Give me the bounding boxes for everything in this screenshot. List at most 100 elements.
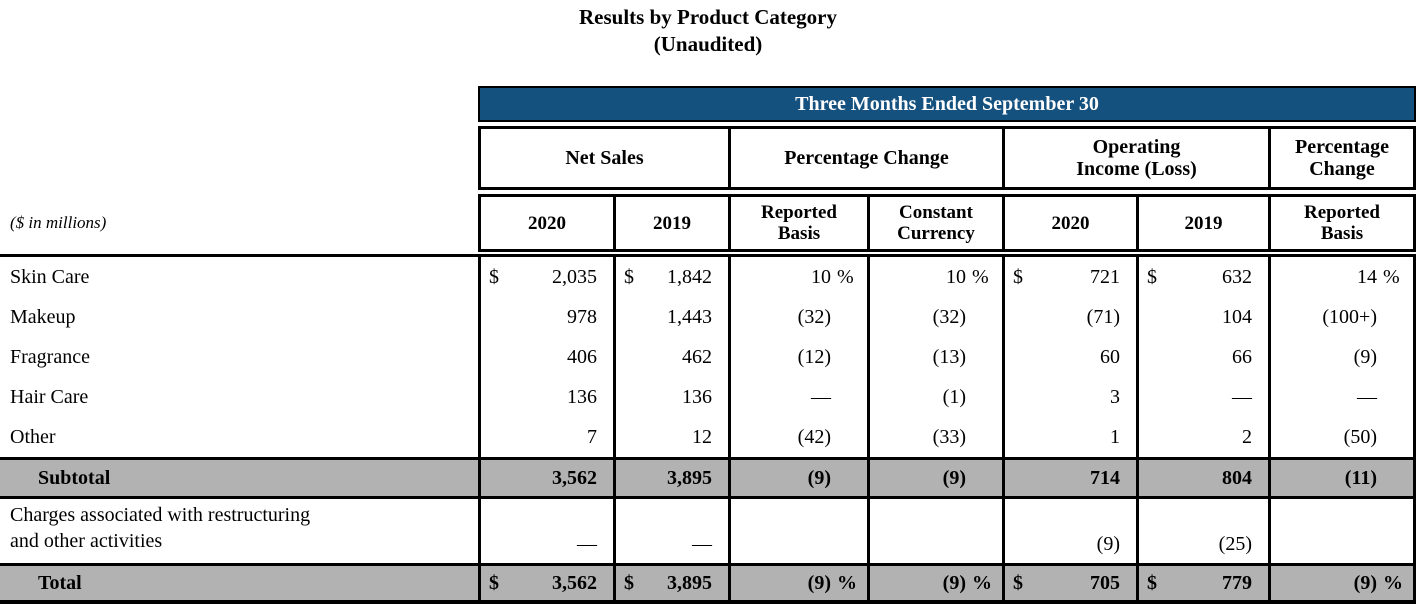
cell-value: 406: [567, 345, 597, 368]
value-cell: (9): [867, 460, 1002, 496]
cell-value: (9): [1353, 571, 1377, 594]
dollar-sign: $: [1013, 571, 1023, 594]
sub-header-text: 2019: [653, 212, 691, 234]
dollar-sign: $: [624, 265, 634, 288]
cell-value: 1,443: [667, 305, 712, 328]
value-cell: 2: [1136, 417, 1268, 457]
value-cell: (9): [1268, 337, 1416, 377]
sub-header-text: Currency: [897, 223, 975, 244]
page-title: Results by Product Category (Unaudited): [0, 0, 1416, 86]
cell-value: (33): [932, 425, 966, 448]
value-cell: 3: [1002, 377, 1136, 417]
value-cell: (71): [1002, 297, 1136, 337]
value-cell: $632: [1136, 257, 1268, 297]
cell-value: 136: [682, 385, 712, 408]
cell-value: —: [1357, 385, 1377, 408]
sub-header-reported-basis-2: Reported Basis: [1268, 194, 1416, 252]
cell-value: 978: [567, 305, 597, 328]
percent-suffix: %: [837, 265, 854, 288]
dollar-sign: $: [1147, 265, 1157, 288]
sub-header-text: 2020: [1051, 212, 1090, 234]
cell-value: —: [811, 385, 831, 408]
row-label: Subtotal: [38, 467, 111, 489]
cell-value: 104: [1222, 305, 1252, 328]
sub-header-oi-2020: 2020: [1002, 194, 1136, 252]
cell-value: (50): [1343, 425, 1377, 448]
value-cell: 3,562: [478, 460, 613, 496]
sub-header-text: 2019: [1184, 212, 1223, 234]
group-header-net-sales: Net Sales: [478, 126, 728, 190]
value-cell: $2,035: [478, 257, 613, 297]
units-note: ($ in millions): [10, 213, 107, 232]
value-cell: (50): [1268, 417, 1416, 457]
row-label: Fragrance: [10, 346, 90, 368]
group-header-text: Operating: [1092, 136, 1181, 158]
value-cell: $1,842: [613, 257, 728, 297]
sub-header-ns-2020: 2020: [478, 194, 613, 252]
cell-value: 2: [1242, 425, 1252, 448]
group-header-text: Change: [1309, 158, 1375, 180]
cell-value: 1: [1110, 425, 1120, 448]
value-cell: $705: [1002, 566, 1136, 600]
value-cell: (9): [728, 460, 867, 496]
group-header-row: Net Sales Percentage Change Operating In…: [0, 126, 1416, 190]
dollar-sign: $: [489, 571, 499, 594]
cell-value: 14: [1357, 265, 1377, 288]
value-cell: 714: [1002, 460, 1136, 496]
cell-value: 3: [1110, 385, 1120, 408]
table-row-makeup: Makeup 978 1,443 (32) (32) (71) 104 (100+): [0, 297, 1416, 337]
sub-header-text: 2020: [528, 212, 566, 234]
value-cell: (9)%: [867, 566, 1002, 600]
group-header-text: Percentage: [1294, 136, 1390, 158]
cell-value: 721: [1090, 265, 1120, 288]
table-body: Skin Care $2,035 $1,842 10% 10% $721 $632 14% Ma…: [0, 254, 1416, 604]
sub-header-text: Reported: [1304, 202, 1380, 223]
percent-suffix: %: [1383, 265, 1400, 288]
value-cell: [867, 499, 1002, 563]
value-cell: —: [728, 377, 867, 417]
sub-header-oi-2019: 2019: [1136, 194, 1268, 252]
value-cell: $779: [1136, 566, 1268, 600]
value-cell: —: [478, 499, 613, 563]
cell-value: (11): [1344, 466, 1377, 489]
cell-value: 136: [567, 385, 597, 408]
sub-header-text: Basis: [777, 223, 821, 244]
cell-value: 779: [1222, 571, 1252, 594]
units-note-cell: ($ in millions): [0, 194, 478, 252]
value-cell: 7: [478, 417, 613, 457]
cell-value: 10: [811, 265, 831, 288]
group-header-operating-income: Operating Income (Loss): [1002, 126, 1268, 190]
value-cell: 462: [613, 337, 728, 377]
value-cell: —: [1268, 377, 1416, 417]
cell-value: 705: [1090, 571, 1120, 594]
row-label: Total: [38, 572, 82, 594]
value-cell: (100+): [1268, 297, 1416, 337]
table-row-hair: Hair Care 136 136 — (1) 3 — —: [0, 377, 1416, 417]
value-cell: (32): [867, 297, 1002, 337]
row-label: Hair Care: [10, 386, 89, 408]
group-header-percentage-change-2: Percentage Change: [1268, 126, 1416, 190]
table-row-other: Other 7 12 (42) (33) 1 2 (50): [0, 417, 1416, 457]
cell-value: 3,895: [667, 571, 712, 594]
value-cell: (11): [1268, 460, 1416, 496]
cell-value: 3,895: [667, 466, 712, 489]
cell-value: 3,562: [552, 571, 597, 594]
value-cell: 978: [478, 297, 613, 337]
sub-header-ns-2019: 2019: [613, 194, 728, 252]
dollar-sign: $: [1147, 571, 1157, 594]
value-cell: 10%: [728, 257, 867, 297]
value-cell: (9)%: [728, 566, 867, 600]
group-header-spacer: [0, 126, 478, 190]
value-cell: $721: [1002, 257, 1136, 297]
value-cell: $3,562: [478, 566, 613, 600]
value-cell: 12: [613, 417, 728, 457]
value-cell: 136: [613, 377, 728, 417]
value-cell: (42): [728, 417, 867, 457]
table-row-charges: Charges associated with restructuring and…: [0, 499, 1416, 563]
sub-header-text: Reported: [761, 202, 837, 223]
cell-value: 462: [682, 345, 712, 368]
row-label: Other: [10, 426, 56, 448]
cell-value: 3,562: [552, 466, 597, 489]
cell-value: (32): [932, 305, 966, 328]
